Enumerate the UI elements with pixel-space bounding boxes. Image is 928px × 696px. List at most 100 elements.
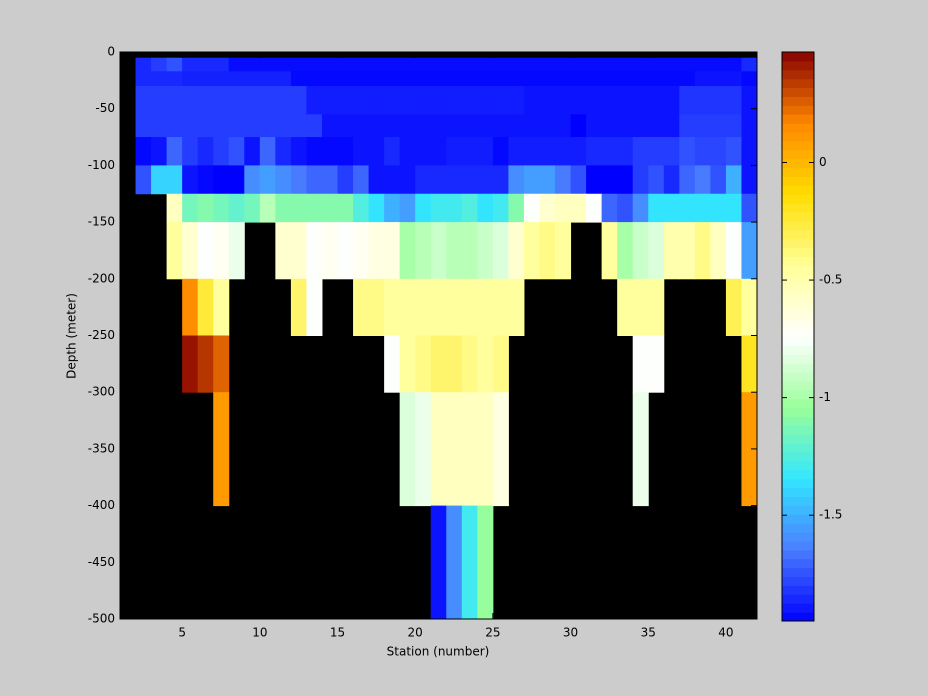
heatmap-cell (586, 57, 603, 72)
colorbar-step (782, 478, 814, 489)
heatmap-cell (523, 114, 540, 138)
heatmap-cell (632, 193, 649, 223)
heatmap-cell (166, 71, 183, 87)
heatmap-cell (710, 71, 727, 87)
heatmap-cell (694, 114, 711, 138)
heatmap-cell (135, 114, 152, 138)
heatmap-cell (275, 57, 292, 72)
colorbar-step (782, 123, 814, 133)
heatmap-cell (601, 137, 618, 166)
colorbar-step (782, 132, 814, 142)
heatmap-cell (508, 114, 525, 138)
heatmap-cell (166, 114, 183, 138)
heatmap-cell (570, 114, 587, 138)
x-tick-label: 35 (641, 626, 656, 640)
colorbar-step (782, 238, 814, 249)
colorbar-step (782, 292, 814, 302)
heatmap-cell (306, 86, 323, 115)
heatmap-cell (353, 71, 370, 87)
colorbar-step (782, 469, 814, 480)
heatmap-cell (228, 57, 245, 72)
heatmap-cell (477, 193, 494, 223)
y-tick-label: -350 (88, 441, 115, 455)
heatmap-cell (586, 165, 603, 195)
heatmap-cell (182, 57, 199, 72)
heatmap-cell (415, 222, 432, 280)
heatmap-cell (384, 335, 401, 393)
heatmap-cell (197, 335, 214, 393)
heatmap-cell (570, 57, 587, 72)
heatmap-cell (632, 71, 649, 87)
heatmap-cell (415, 278, 432, 336)
heatmap-cell (570, 193, 587, 223)
colorbar-step (782, 203, 814, 213)
heatmap-cell (306, 193, 323, 223)
colorbar-step (782, 256, 814, 266)
heatmap-cell (430, 165, 447, 195)
heatmap-cell (710, 114, 727, 138)
heatmap-cell (477, 57, 494, 72)
heatmap-cell (399, 278, 416, 336)
heatmap-cell (477, 505, 494, 620)
heatmap-cell (461, 505, 478, 620)
colorbar-step (782, 603, 814, 613)
heatmap-cell (446, 86, 463, 115)
heatmap-cell (430, 71, 447, 87)
heatmap-cell (213, 278, 230, 336)
heatmap-cell (461, 335, 478, 393)
heatmap-cell (290, 165, 307, 195)
y-tick-label: -150 (88, 215, 115, 229)
heatmap-cell (446, 505, 463, 620)
heatmap-cell (135, 71, 152, 87)
heatmap-cell (694, 86, 711, 115)
colorbar-step (782, 434, 814, 444)
heatmap-cell (182, 71, 199, 87)
heatmap-cell (741, 392, 758, 507)
y-tick-label: 0 (107, 45, 115, 59)
heatmap-cell (523, 86, 540, 115)
heatmap-cell (725, 222, 742, 280)
heatmap-cell (725, 193, 742, 223)
heatmap-cell (508, 222, 525, 280)
heatmap-cell (477, 114, 494, 138)
heatmap-cell (461, 57, 478, 72)
heatmap-cell (555, 86, 572, 115)
heatmap-cell (228, 71, 245, 87)
heatmap-cell (228, 114, 245, 138)
heatmap-cell (275, 71, 292, 87)
heatmap-cell (710, 57, 727, 72)
heatmap-cell (586, 193, 603, 223)
heatmap-cell (492, 137, 509, 166)
heatmap-cell (555, 137, 572, 166)
y-tick-label: -100 (88, 158, 115, 172)
heatmap-cell (306, 137, 323, 166)
heatmap-cell (399, 114, 416, 138)
heatmap-cell (741, 114, 758, 138)
y-tick-label: -250 (88, 328, 115, 342)
heatmap-cell (663, 71, 680, 87)
heatmap-cell (555, 71, 572, 87)
heatmap-cell (446, 137, 463, 166)
heatmap-cell (415, 193, 432, 223)
heatmap-cell (586, 86, 603, 115)
heatmap-cell (617, 71, 634, 87)
heatmap-cell (555, 193, 572, 223)
heatmap-cell (601, 71, 618, 87)
heatmap-cell (368, 165, 385, 195)
heatmap-cell (461, 86, 478, 115)
heatmap-cell (648, 57, 665, 72)
heatmap-cell (290, 57, 307, 72)
heatmap-cell (430, 505, 447, 620)
heatmap-cell (570, 86, 587, 115)
colorbar-tick-label: 0 (819, 155, 827, 169)
heatmap-cell (741, 86, 758, 115)
heatmap-cell (632, 392, 649, 507)
heatmap-cell (741, 137, 758, 166)
colorbar-step (782, 452, 814, 462)
heatmap-cell (151, 165, 168, 195)
heatmap-cell (244, 165, 261, 195)
colorbar-step (782, 532, 814, 542)
heatmap-cell (197, 165, 214, 195)
heatmap-cell (430, 137, 447, 166)
